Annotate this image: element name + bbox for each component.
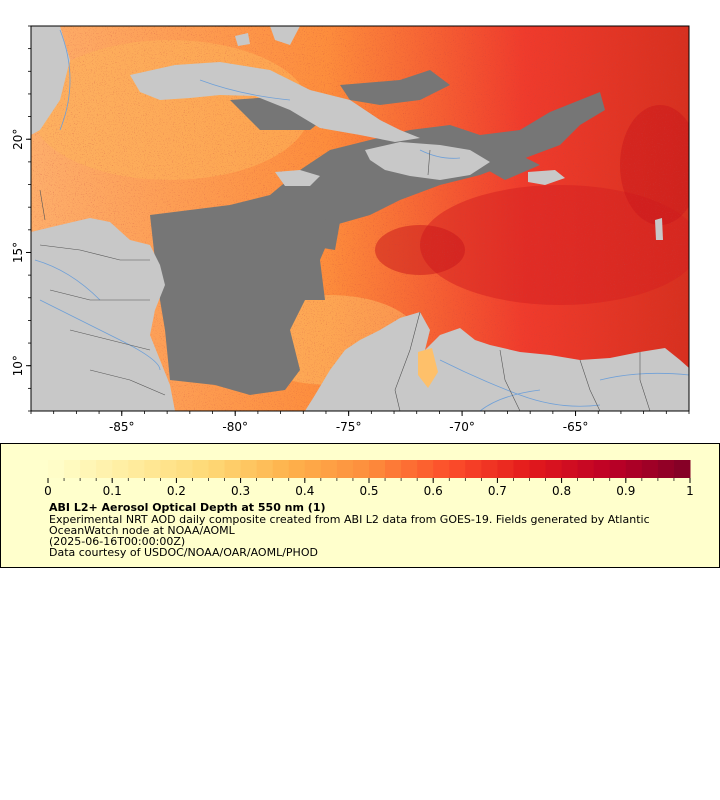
colorbar-segment [417, 460, 434, 478]
legend-date: (2025-06-16T00:00:00Z) [49, 535, 186, 548]
y-tick-label: 15° [11, 242, 25, 263]
colorbar-tick-label: 0.9 [616, 484, 635, 498]
colorbar-tick-label: 0.5 [359, 484, 378, 498]
colorbar-segment [545, 460, 563, 478]
legend-description: Experimental NRT AOD daily composite cre… [49, 513, 650, 537]
colorbar-segment [529, 460, 547, 478]
rivers [34, 29, 689, 411]
colorbar-segment [176, 460, 193, 478]
y-tick-label: 20° [11, 129, 25, 150]
colorbar-segment [401, 460, 418, 478]
colorbar-segment [433, 460, 450, 478]
x-tick-label: -80° [222, 420, 248, 434]
aod-map: -85° -80° -75° -70° -65° 20° 15° 10° [11, 25, 690, 434]
colorbar-segment [465, 460, 482, 478]
colorbar-segment [256, 460, 274, 478]
colorbar-segment [96, 460, 113, 478]
colorbar-segment [320, 460, 338, 478]
colorbar: 0 0.1 0.2 0.3 0.4 0.5 0.6 0.7 0.8 0.9 1 [44, 460, 694, 498]
colorbar-segment [208, 460, 226, 478]
colorbar-segment [224, 460, 242, 478]
colorbar-tick-label: 0.4 [295, 484, 314, 498]
land-areas [31, 26, 689, 411]
colorbar-segment [609, 460, 627, 478]
colorbar-tick-label: 0.7 [488, 484, 507, 498]
colorbar-segment [449, 460, 466, 478]
colorbar-segment [192, 460, 209, 478]
map-frame [30, 25, 690, 412]
legend-title: ABI L2+ Aerosol Optical Depth at 550 nm … [49, 501, 326, 514]
colorbar-segment [64, 460, 81, 478]
colorbar-segment [304, 460, 322, 478]
colorbar-segment [641, 460, 659, 478]
colorbar-tick-label: 0.3 [231, 484, 250, 498]
colorbar-segment [80, 460, 97, 478]
colorbar-segment [385, 460, 402, 478]
colorbar-segment [625, 460, 643, 478]
colorbar-segment [112, 460, 129, 478]
colorbar-segment [160, 460, 177, 478]
x-tick-label: -85° [109, 420, 135, 434]
colorbar-tick-label: 0.2 [167, 484, 186, 498]
colorbar-tick-label: 0.8 [552, 484, 571, 498]
x-tick-label: -70° [449, 420, 475, 434]
colorbar-segment [593, 460, 611, 478]
colorbar-segment [144, 460, 161, 478]
no-data-regions [150, 70, 605, 395]
y-tick-label: 10° [11, 355, 25, 376]
colorbar-tick-label: 0.6 [424, 484, 443, 498]
colorbar-segment [481, 460, 498, 478]
colorbar-segment [240, 460, 258, 478]
colorbar-tick-label: 1 [686, 484, 694, 498]
colorbar-tick-label: 0 [44, 484, 52, 498]
colorbar-segment [352, 460, 370, 478]
colorbar-segment [272, 460, 290, 478]
country-borders [39, 149, 651, 411]
colorbar-tick-label: 0.1 [103, 484, 122, 498]
x-tick-label: -75° [336, 420, 362, 434]
colorbar-segment [336, 460, 354, 478]
colorbar-segment [577, 460, 595, 478]
colorbar-segment [128, 460, 145, 478]
colorbar-segment [561, 460, 579, 478]
colorbar-segment [497, 460, 514, 478]
colorbar-segment [48, 460, 65, 478]
colorbar-segment [288, 460, 306, 478]
colorbar-segment [513, 460, 530, 478]
y-axis: 20° 15° 10° [11, 25, 31, 412]
colorbar-segment [369, 460, 386, 478]
legend-panel: 0 0.1 0.2 0.3 0.4 0.5 0.6 0.7 0.8 0.9 1 ABI L2+ Ae… [0, 443, 720, 568]
x-tick-label: -65° [563, 420, 589, 434]
x-axis: -85° -80° -75° -70° -65° [30, 411, 690, 434]
legend-credit: Data courtesy of USDOC/NOAA/OAR/AOML/PHO… [49, 546, 318, 559]
colorbar-segment [657, 460, 675, 478]
colorbar-segment [673, 460, 691, 478]
